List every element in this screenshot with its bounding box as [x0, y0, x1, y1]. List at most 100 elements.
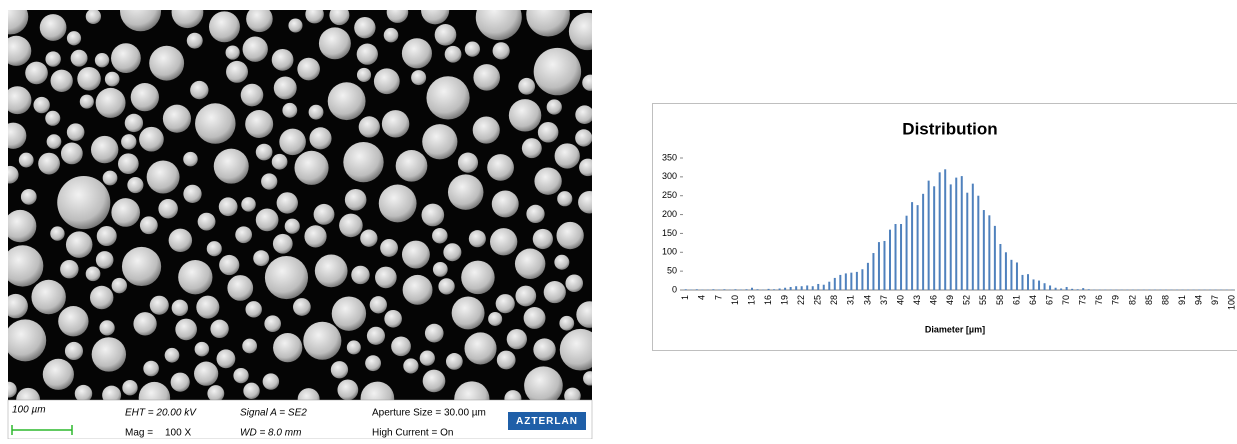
- bar: [773, 289, 775, 290]
- bar: [1060, 288, 1062, 290]
- particle: [263, 373, 279, 389]
- particle: [243, 383, 259, 399]
- particle: [458, 153, 478, 173]
- particle: [305, 5, 323, 23]
- particle: [50, 226, 64, 240]
- bar: [1027, 274, 1029, 290]
- x-tick-label: 46: [929, 295, 939, 305]
- particle: [357, 68, 371, 82]
- particle: [583, 371, 597, 385]
- bar: [745, 289, 747, 290]
- particle: [91, 136, 118, 163]
- bar: [994, 226, 996, 290]
- bar: [1005, 252, 1007, 290]
- particle: [387, 1, 409, 23]
- bar: [856, 272, 858, 290]
- particle: [19, 153, 34, 168]
- particle: [432, 228, 448, 244]
- particle: [297, 58, 320, 81]
- x-axis-label: Diameter [µm]: [925, 324, 985, 334]
- particle: [51, 70, 73, 92]
- particle: [433, 262, 448, 277]
- particle: [565, 274, 583, 292]
- bar: [944, 169, 946, 290]
- particle: [61, 143, 83, 165]
- page: 100 µm EHT = 20.00 kV Mag = 100 X Signal…: [0, 0, 1237, 439]
- bar: [1016, 262, 1018, 290]
- y-tick-label: 100: [662, 247, 677, 257]
- particle: [103, 171, 118, 186]
- particle: [557, 191, 572, 206]
- particle: [448, 174, 484, 210]
- particle: [147, 161, 180, 194]
- particle: [43, 359, 74, 390]
- particle: [411, 70, 426, 85]
- particle: [554, 255, 569, 270]
- particle: [538, 122, 559, 143]
- bar: [999, 244, 1001, 290]
- x-tick-label: 19: [779, 295, 789, 305]
- particle: [183, 185, 201, 203]
- particle: [196, 296, 219, 319]
- particle: [435, 24, 457, 46]
- bar: [895, 224, 897, 290]
- particle: [274, 76, 297, 99]
- x-tick-label: 79: [1111, 295, 1121, 305]
- particle: [31, 280, 65, 314]
- particle: [367, 327, 385, 345]
- particle: [256, 144, 273, 161]
- particle: [207, 385, 224, 402]
- particle: [261, 173, 277, 189]
- particle: [473, 64, 500, 91]
- particle: [150, 296, 169, 315]
- particle: [347, 340, 361, 354]
- particle: [492, 190, 519, 217]
- particle: [507, 329, 527, 349]
- bar: [977, 196, 979, 290]
- particle: [241, 84, 264, 107]
- mag-value: 100 X: [165, 428, 191, 439]
- particle: [242, 339, 257, 354]
- particle: [360, 230, 377, 247]
- bar: [1082, 288, 1084, 290]
- particle: [534, 48, 581, 95]
- y-tick-label: 250: [662, 190, 677, 200]
- bar: [988, 215, 990, 290]
- particle: [40, 14, 67, 41]
- particle: [380, 239, 398, 257]
- bar: [1088, 289, 1090, 290]
- particle: [4, 294, 28, 318]
- particle: [190, 81, 208, 99]
- bar: [845, 273, 847, 290]
- particle: [265, 256, 308, 299]
- particle: [241, 197, 255, 211]
- particle: [105, 72, 120, 87]
- x-tick-label: 61: [1011, 295, 1021, 305]
- particle: [112, 278, 127, 293]
- particle: [579, 159, 597, 177]
- particle: [469, 230, 486, 247]
- particle: [533, 338, 555, 360]
- particle: [131, 83, 159, 111]
- y-tick-label: 300: [662, 171, 677, 181]
- particle: [172, 300, 188, 316]
- logo: AZTERLAN: [516, 416, 578, 427]
- particle: [359, 116, 380, 137]
- particle: [582, 75, 598, 91]
- particle: [140, 216, 158, 234]
- bar: [734, 289, 736, 290]
- particle: [343, 142, 383, 182]
- x-tick-label: 16: [763, 295, 773, 305]
- particle: [575, 129, 592, 146]
- particle: [314, 204, 335, 225]
- particle: [165, 348, 180, 363]
- particle: [75, 385, 92, 402]
- particle: [315, 255, 348, 288]
- x-tick-label: 49: [945, 295, 955, 305]
- bar: [806, 285, 808, 290]
- bar: [867, 263, 869, 290]
- bar: [790, 287, 792, 290]
- particle: [402, 241, 430, 269]
- particle: [309, 105, 324, 120]
- particle: [183, 152, 198, 167]
